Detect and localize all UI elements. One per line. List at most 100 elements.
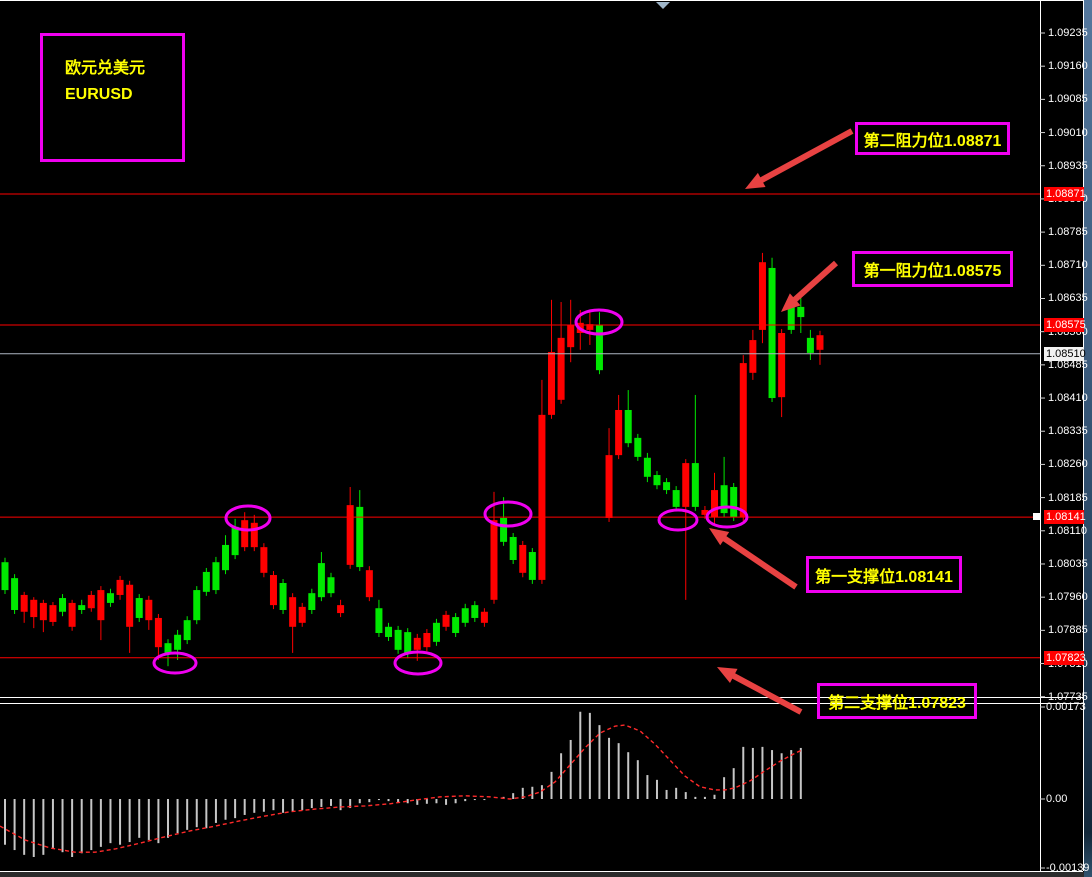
candle-body <box>442 614 450 627</box>
candle-body <box>385 626 393 637</box>
symbol-code: EURUSD <box>65 86 133 103</box>
highlight-circle[interactable] <box>657 508 699 532</box>
candle-body <box>11 578 19 610</box>
symbol-name-cn: 欧元兑美元 <box>65 60 146 77</box>
candle-body <box>672 490 680 507</box>
candle-body <box>78 605 86 610</box>
candle-body <box>97 590 105 621</box>
candle-body <box>701 509 709 515</box>
macd-signal-line <box>0 724 803 853</box>
highlight-circle[interactable] <box>224 504 272 532</box>
candle-body <box>490 520 498 600</box>
annotation-arrow-shaft[interactable] <box>757 128 854 185</box>
candle-body <box>116 579 124 595</box>
annotation-support2[interactable]: 第二支撑位1.07823 <box>817 683 977 719</box>
candle-body <box>567 325 575 348</box>
candle-body <box>557 337 565 400</box>
candle-body <box>711 490 719 518</box>
candle-body <box>193 590 201 621</box>
annotation-support2-label: 第二支撑位1.07823 <box>828 695 966 712</box>
candle-body <box>87 594 95 609</box>
candle-body <box>365 570 373 598</box>
candle-body <box>548 352 556 415</box>
annotation-arrow-head[interactable] <box>781 293 801 312</box>
candle-body <box>624 409 632 444</box>
candle-body <box>653 475 661 486</box>
candle-body <box>586 324 594 330</box>
candle-body <box>1 562 9 591</box>
candle-body <box>528 552 536 580</box>
candle-body <box>749 340 757 373</box>
candle-body <box>816 335 824 350</box>
candle-body <box>356 506 364 568</box>
highlight-circle[interactable] <box>574 308 624 336</box>
highlight-circle[interactable] <box>393 650 443 676</box>
candle-body <box>260 547 268 573</box>
candle-body <box>39 602 47 621</box>
candle-body <box>317 563 325 598</box>
candle-body <box>615 409 623 456</box>
candle-body <box>212 562 220 591</box>
scroll-end-marker-icon[interactable] <box>656 2 670 9</box>
candle-body <box>634 437 642 457</box>
candle-body <box>768 267 776 399</box>
candle-body <box>279 583 287 610</box>
candle-body <box>461 608 469 623</box>
candle-body <box>720 485 728 514</box>
annotation-resistance1-label: 第一阻力位1.08575 <box>863 263 1002 280</box>
annotation-resistance2[interactable]: 第二阻力位1.08871 <box>855 122 1010 155</box>
highlight-circle[interactable] <box>705 505 749 529</box>
window-bottom-strip <box>0 872 1084 877</box>
candle-body <box>432 622 440 642</box>
candle-body <box>691 463 699 507</box>
candle-body <box>375 608 383 633</box>
candle-body <box>289 597 297 627</box>
candle-body <box>500 517 508 542</box>
candle-body <box>126 584 134 627</box>
candle-body <box>327 577 335 594</box>
candle-body <box>682 463 690 507</box>
candle-body <box>346 505 354 565</box>
candle-body <box>145 599 153 621</box>
candle-body <box>730 486 738 518</box>
annotation-arrow-shaft[interactable] <box>720 534 798 590</box>
candle-body <box>241 520 249 548</box>
annotation-arrow-shaft[interactable] <box>790 260 838 304</box>
candle-body <box>298 606 306 623</box>
candle-body <box>269 575 277 606</box>
candle-body <box>154 617 162 648</box>
candle-body <box>663 482 671 491</box>
annotation-support1[interactable]: 第一支撑位1.08141 <box>806 556 962 593</box>
candle-body <box>452 617 460 633</box>
candle-body <box>68 602 76 627</box>
annotation-resistance1[interactable]: 第一阻力位1.08575 <box>852 251 1013 287</box>
candle-body <box>231 526 239 556</box>
annotation-arrow-head[interactable] <box>709 528 730 546</box>
candle-body <box>202 571 210 592</box>
annotation-arrow-head[interactable] <box>717 667 738 684</box>
candle-body <box>174 634 182 650</box>
annotation-arrow-head[interactable] <box>745 172 766 189</box>
candle-body <box>797 306 805 318</box>
candle-body <box>404 632 412 653</box>
candle-body <box>337 605 345 614</box>
candle-body <box>30 599 38 618</box>
candle-body <box>806 337 814 353</box>
candle-body <box>471 605 479 618</box>
candle-body <box>787 299 795 330</box>
annotation-arrow-shaft[interactable] <box>729 671 803 715</box>
candle-body <box>778 333 786 398</box>
candle-body <box>643 457 651 477</box>
candle-body <box>413 637 421 650</box>
candle-body <box>250 522 258 548</box>
highlight-circle[interactable] <box>152 651 198 675</box>
candle-body <box>20 594 28 612</box>
candle-body <box>394 629 402 650</box>
line-handle[interactable] <box>1033 513 1040 520</box>
symbol-label-box[interactable]: 欧元兑美元 EURUSD <box>40 33 185 162</box>
highlight-circle[interactable] <box>483 500 533 528</box>
candle-body <box>49 605 57 622</box>
candle-body <box>595 325 603 371</box>
